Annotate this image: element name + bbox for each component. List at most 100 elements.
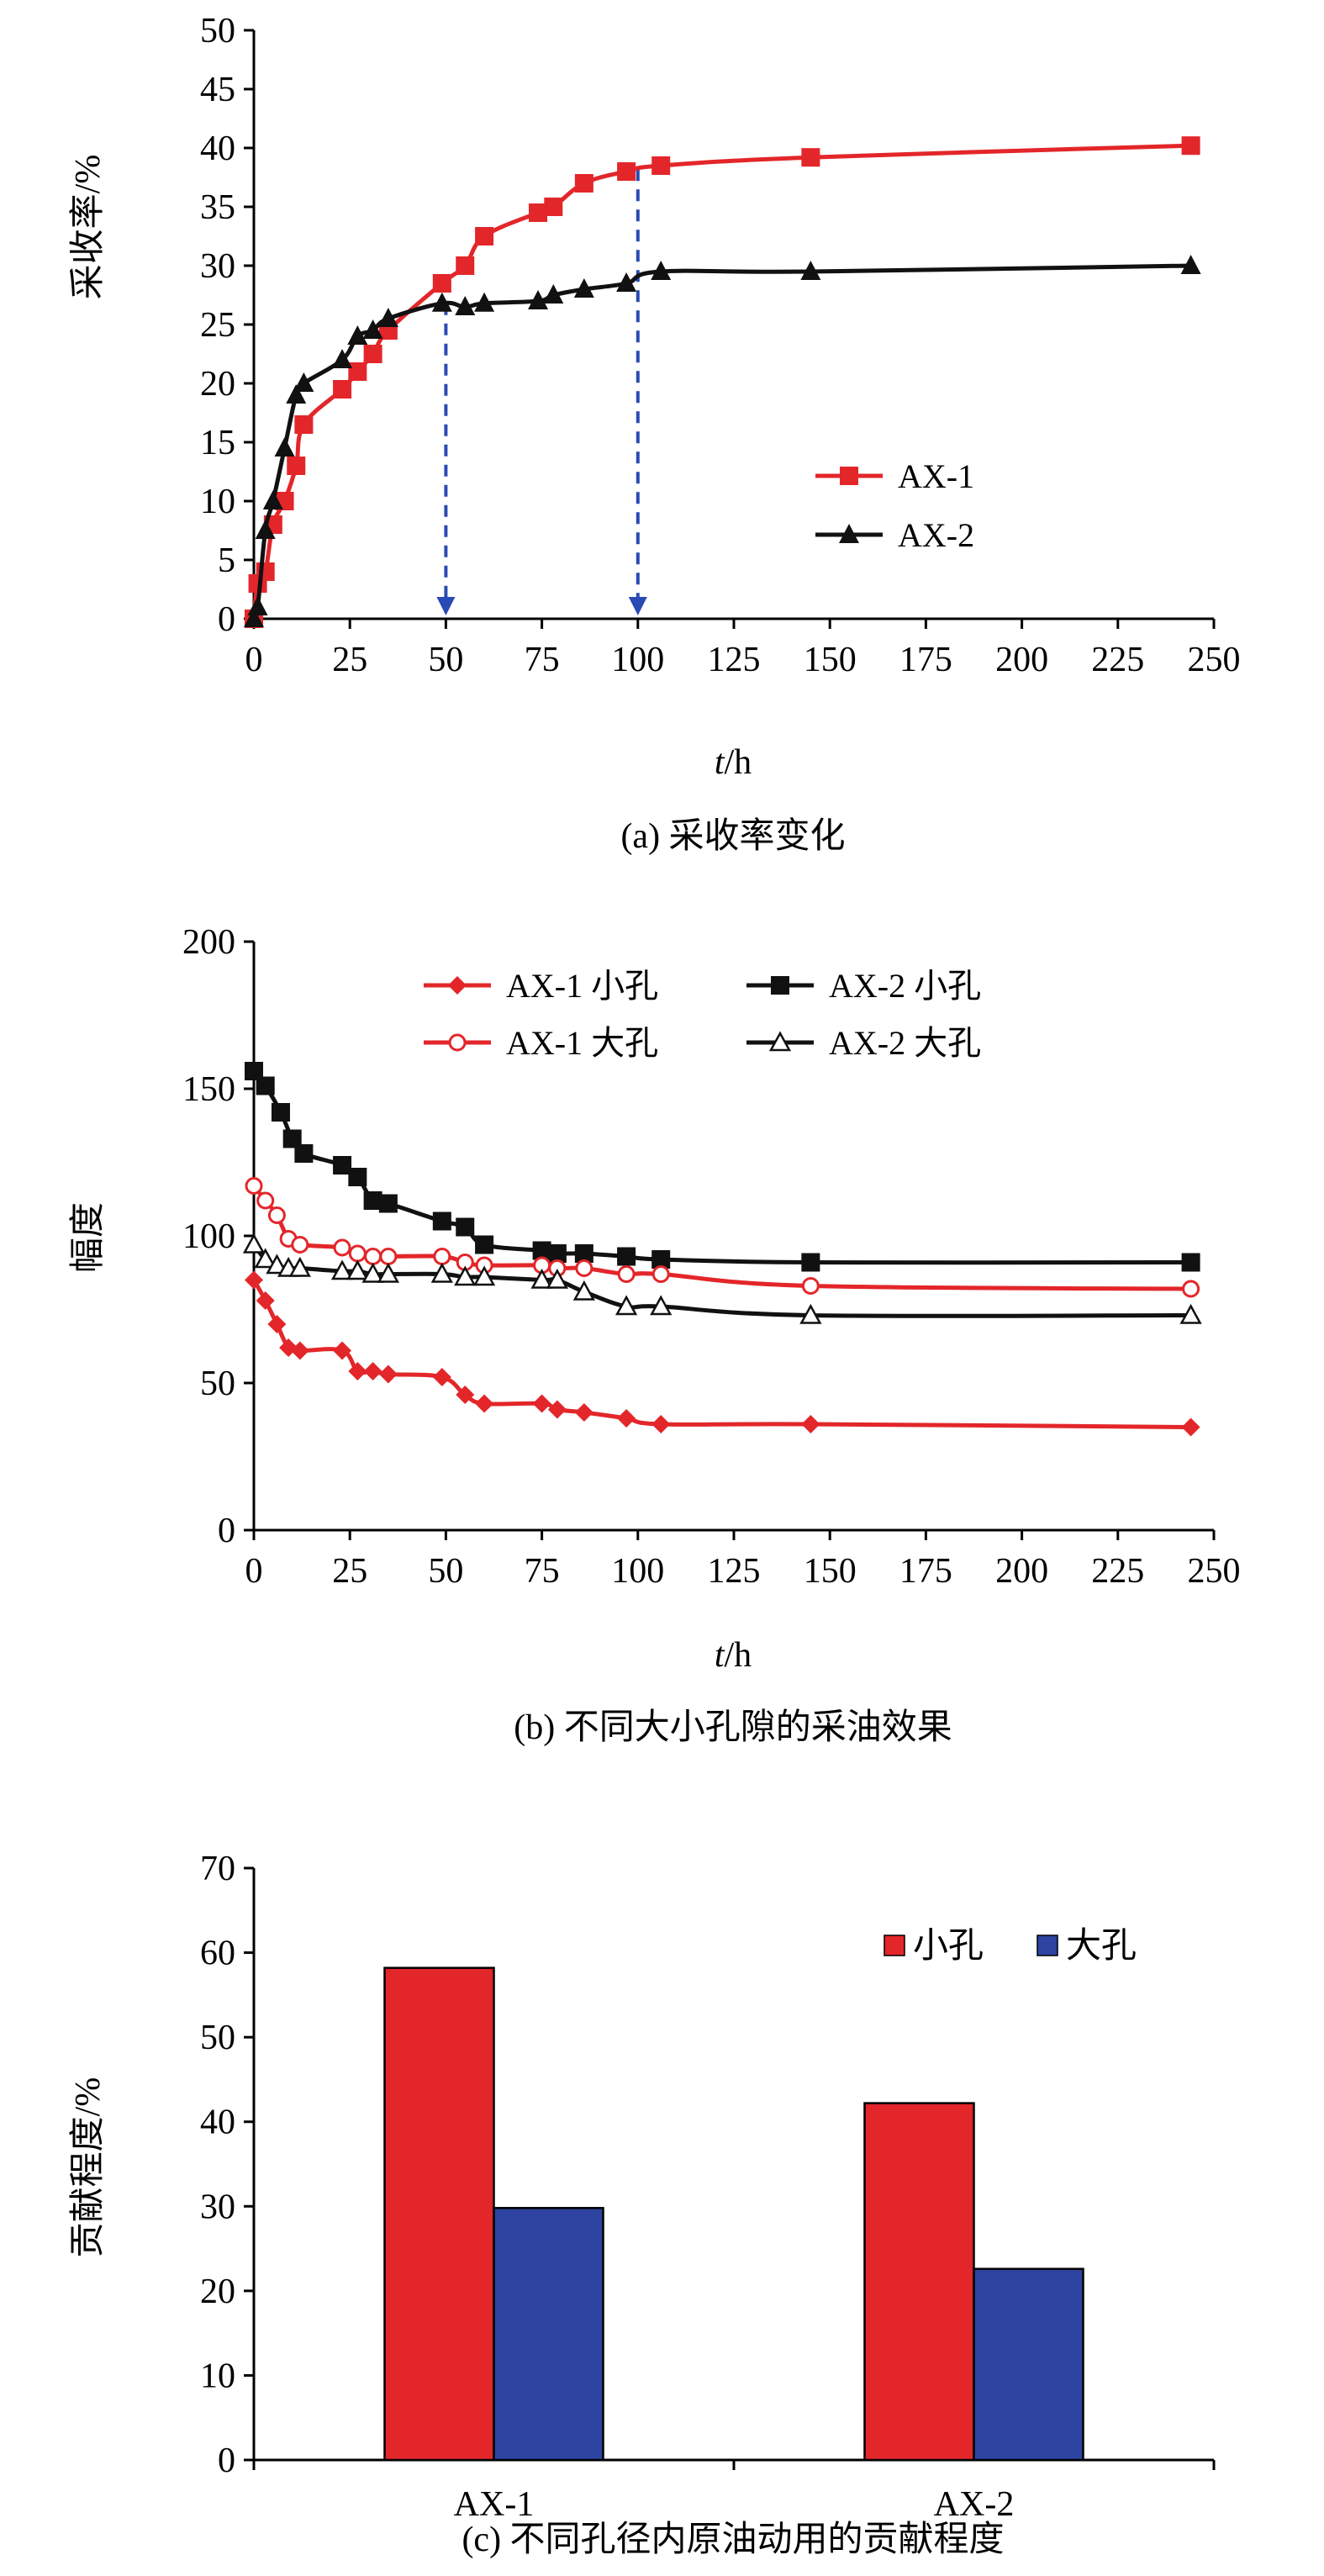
chart-b-point	[615, 1295, 638, 1316]
chart-b-xtick-label: 75	[525, 1552, 560, 1591]
chart-a-caption: (a) 采收率变化	[620, 816, 845, 856]
chart-b-ytick-label: 0	[218, 1512, 235, 1550]
chart-c-ytick-label: 40	[200, 2104, 235, 2142]
chart-b-legend-label: AX-1 大孔	[506, 1024, 658, 1062]
chart-a-point	[801, 148, 820, 167]
chart-b-point	[379, 1248, 398, 1265]
chart-a-point	[432, 274, 451, 293]
chart-b-ytick-label: 100	[182, 1217, 235, 1256]
chart-a-point	[286, 384, 307, 404]
chart-a-xtick-label: 150	[804, 641, 857, 679]
chart-b-point	[271, 1103, 290, 1122]
chart-b-xtick-label: 200	[995, 1552, 1048, 1591]
chart-a-xtick-label: 250	[1188, 641, 1241, 679]
chart-b-point	[245, 1177, 263, 1195]
chart-b-tick-labels: 0 50 100 150 200 0 25 50 75 100 125 150 175 200 225 250	[182, 923, 1241, 1591]
chart-b-point	[472, 1265, 496, 1286]
chart-c-legend: 小孔 大孔	[884, 1927, 1137, 1966]
chart-b-ytick-label: 150	[182, 1070, 235, 1109]
chart-b-point	[348, 1362, 367, 1380]
chart-b-point	[572, 1280, 595, 1301]
chart-b-point	[532, 1241, 551, 1260]
chart-a-point	[244, 608, 264, 627]
chart-a-point	[332, 349, 353, 368]
chart-b-point	[267, 1206, 286, 1224]
chart-b-caption: (b) 不同大小孔隙的采油效果	[514, 1708, 952, 1747]
chart-b-legend-marker	[768, 1031, 792, 1052]
chart-a-point	[651, 261, 672, 280]
chart-a-legend-label: AX-2	[898, 516, 974, 554]
chart-b-point	[475, 1235, 494, 1254]
chart-b-legend-label: AX-2 小孔	[829, 967, 981, 1005]
chart-a-point	[255, 520, 276, 539]
chart-a-point	[377, 308, 398, 327]
chart-a-point	[294, 415, 314, 434]
chart-a-point	[616, 272, 637, 292]
chart-a-xtick-label: 200	[995, 641, 1048, 679]
chart-b-legend-marker	[448, 1033, 467, 1052]
chart-b-xlabel-unit: /h	[725, 1636, 752, 1675]
chart-a-ytick-label: 0	[218, 600, 235, 639]
chart-c-legend-swatch	[1037, 1935, 1058, 1956]
chart-a-point	[455, 296, 476, 315]
chart-a-point	[247, 596, 268, 615]
chart-a-point	[617, 162, 636, 181]
chart-b-point	[475, 1394, 494, 1413]
chart-b-point	[547, 1244, 567, 1263]
chart-b-point	[617, 1409, 636, 1428]
chart-a-point	[800, 261, 821, 280]
chart-a-point	[287, 457, 306, 475]
chart-b-point	[433, 1248, 451, 1265]
chart-b-point	[532, 1394, 551, 1413]
chart-c-legend-swatch	[884, 1935, 905, 1956]
chart-a-legend-marker	[840, 467, 858, 485]
chart-a-xtick-label: 175	[899, 641, 952, 679]
chart-a-arrowhead	[436, 597, 456, 615]
chart-b-point	[456, 1217, 475, 1237]
chart-b-point	[361, 1262, 384, 1283]
chart-b-point	[617, 1265, 636, 1283]
chart-a-point	[262, 490, 283, 509]
chart-a-ytick-label: 10	[200, 483, 235, 521]
chart-a-ytick-label: 5	[218, 541, 235, 580]
chart-b-point	[454, 1265, 477, 1286]
chart-c-bar	[973, 2267, 1084, 2462]
chart-b-point	[378, 1194, 398, 1213]
chart-c-ytick-label: 30	[200, 2188, 235, 2226]
chart-a-xtick-label: 50	[428, 641, 463, 679]
chart-c-ytick-label: 10	[200, 2357, 235, 2395]
chart-a-legend-label: AX-1	[898, 457, 974, 495]
chart-b-point	[1181, 1253, 1200, 1272]
chart-b-point	[575, 1259, 593, 1277]
chart-b-point	[282, 1129, 302, 1148]
chart-b-point	[1182, 1280, 1200, 1298]
chart-b-point	[651, 1415, 671, 1433]
chart-c-caption: (c) 不同孔径内原油动用的贡献程度	[462, 2521, 1004, 2559]
chart-b-ytick-label: 200	[182, 923, 235, 962]
chart-a-point	[348, 362, 367, 381]
chart-b-point	[651, 1250, 671, 1269]
chart-a-ytick-label: 50	[200, 12, 235, 50]
chart-a-arrowhead	[628, 597, 647, 615]
chart-b-axes	[244, 940, 1216, 1540]
chart-b-series	[242, 1062, 1202, 1437]
chart-b-xtick-label: 0	[245, 1552, 263, 1591]
chart-a-point	[528, 290, 549, 309]
chart-b-point	[801, 1253, 820, 1272]
chart-b-point	[256, 1191, 275, 1210]
chart-c-ytick-label: 70	[200, 1850, 235, 1888]
chart-b-point	[348, 1168, 367, 1186]
chart-b-point	[267, 1315, 287, 1333]
chart-b-point	[288, 1256, 311, 1277]
chart-a-ytick-label: 45	[200, 71, 235, 109]
chart-b-point	[378, 1365, 398, 1384]
chart-b-point	[363, 1362, 382, 1380]
chart-b-point	[456, 1386, 475, 1404]
chart-b-point	[801, 1277, 820, 1295]
chart-a-point	[456, 256, 475, 275]
chart-a-ytick-label: 35	[200, 188, 235, 227]
chart-b-point	[1181, 1417, 1200, 1437]
chart-b-point	[547, 1400, 567, 1419]
chart-b-point	[617, 1247, 636, 1266]
